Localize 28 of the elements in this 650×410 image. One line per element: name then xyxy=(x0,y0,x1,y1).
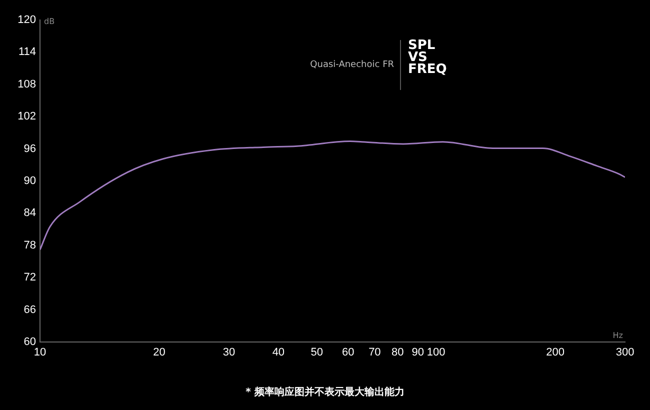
x-tick-label: 90 xyxy=(412,346,424,359)
x-tick-label: 20 xyxy=(153,346,166,359)
y-tick-label: 96 xyxy=(24,142,36,155)
x-tick-label: 40 xyxy=(272,346,285,359)
x-tick-label: 80 xyxy=(392,346,404,359)
x-tick-label: 100 xyxy=(426,346,446,359)
y-axis-title: dB xyxy=(44,17,55,26)
y-tick-label: 72 xyxy=(24,272,36,284)
x-tick-label: 300 xyxy=(616,346,634,359)
y-tick-label: 108 xyxy=(18,78,36,90)
y-tick-label: 102 xyxy=(18,110,36,123)
x-tick-label: 30 xyxy=(222,346,236,359)
x-axis-title: Hz xyxy=(612,331,623,340)
y-tick-label: 78 xyxy=(24,239,36,252)
text: * 频率响应图并不表示最大输出能力 xyxy=(244,385,406,399)
x-tick-label: 10 xyxy=(34,346,46,359)
text: Quasi-Anechoic FR xyxy=(310,60,394,70)
y-tick-label: 90 xyxy=(24,175,36,188)
y-tick-label: 84 xyxy=(24,207,36,220)
y-tick-label: 120 xyxy=(18,14,36,26)
y-tick-label: 66 xyxy=(24,304,36,316)
y-tick-label: 114 xyxy=(18,46,36,58)
y-tick-label: 60 xyxy=(24,336,36,348)
x-tick-label: 60 xyxy=(342,346,354,359)
text: SPL VS FREQ xyxy=(400,38,447,90)
x-tick-label: 70 xyxy=(368,346,381,359)
x-tick-label: 50 xyxy=(310,346,323,359)
x-tick-label: 200 xyxy=(546,346,564,359)
